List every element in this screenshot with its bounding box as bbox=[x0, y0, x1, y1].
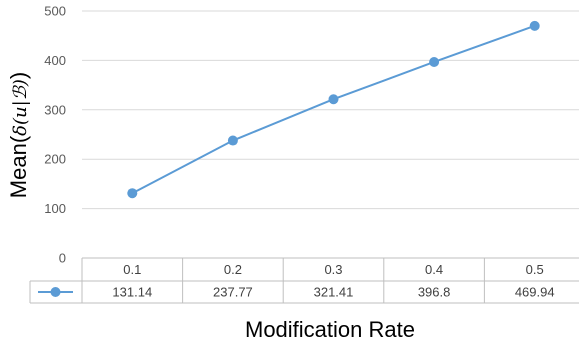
y-tick-label-300: 300 bbox=[44, 102, 66, 117]
y-tick-label-500: 500 bbox=[44, 4, 66, 19]
x-category-label-0.3: 0.3 bbox=[324, 262, 342, 277]
y-axis-ticks: 0 100 200 300 400 500 bbox=[44, 4, 66, 266]
y-tick-label-400: 400 bbox=[44, 53, 66, 68]
x-category-label-0.5: 0.5 bbox=[526, 262, 544, 277]
data-table: 0.1 0.2 0.3 0.4 0.5 131.14 237.77 321.41 396.8 46… bbox=[29, 257, 579, 304]
data-point-0.4 bbox=[429, 56, 440, 67]
x-category-label-0.4: 0.4 bbox=[425, 262, 443, 277]
y-tick-label-100: 100 bbox=[44, 201, 66, 216]
gridlines bbox=[82, 10, 579, 210]
y-axis-title-close: ) bbox=[6, 72, 31, 79]
plot-area bbox=[127, 20, 540, 199]
x-category-label-0.1: 0.1 bbox=[123, 262, 141, 277]
data-table-value-2: 321.41 bbox=[314, 285, 354, 300]
legend-key-marker bbox=[50, 287, 61, 297]
data-table-value-4: 469.94 bbox=[515, 285, 555, 300]
svg-text:Mean(δ(u|ℬ)): Mean(δ(u|ℬ)) bbox=[6, 72, 31, 198]
data-point-0.1 bbox=[127, 188, 138, 199]
y-axis-title-math: δ(u|ℬ) bbox=[10, 79, 31, 136]
data-table-value-1: 237.77 bbox=[213, 285, 253, 300]
x-axis-title: Modification Rate bbox=[245, 317, 415, 342]
data-table-value-3: 396.8 bbox=[418, 285, 451, 300]
y-axis-title: Mean(δ(u|ℬ)) bbox=[6, 72, 31, 198]
y-tick-label-200: 200 bbox=[44, 152, 66, 167]
data-point-0.5 bbox=[529, 20, 540, 31]
y-tick-label-0: 0 bbox=[59, 251, 66, 266]
x-category-label-0.2: 0.2 bbox=[224, 262, 242, 277]
data-table-value-0: 131.14 bbox=[112, 285, 152, 300]
y-axis-title-text: Mean( bbox=[6, 135, 31, 198]
data-point-0.2 bbox=[227, 135, 238, 146]
data-point-0.3 bbox=[328, 94, 339, 105]
